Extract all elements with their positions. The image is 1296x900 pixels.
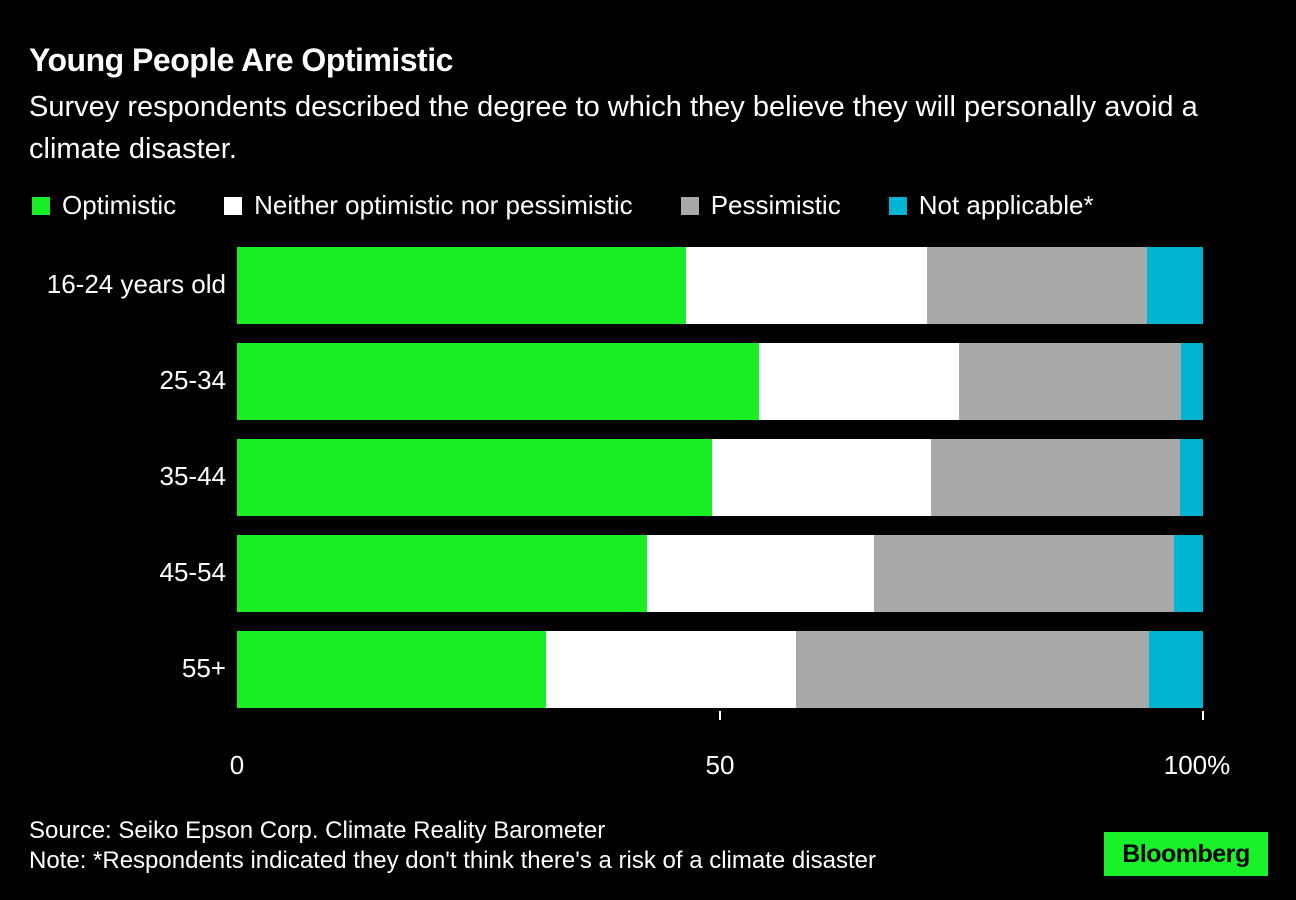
x-tick-label: 50	[705, 750, 735, 780]
category-label: 55+	[181, 653, 226, 683]
bloomberg-logo: Bloomberg	[1104, 832, 1268, 876]
bar-segment	[1174, 535, 1203, 612]
bar-segment	[1148, 631, 1203, 708]
footnote: Note: *Respondents indicated they don't …	[29, 847, 876, 874]
bar-segment	[1179, 439, 1203, 516]
bar-segment	[712, 439, 931, 516]
bar-segment	[237, 247, 687, 324]
bar-segment	[1180, 343, 1203, 420]
legend-label: Neither optimistic nor pessimistic	[254, 190, 633, 220]
legend-label: Optimistic	[62, 190, 177, 220]
legend-item: Not applicable*	[888, 190, 1094, 221]
x-tick-label: 100%	[1163, 750, 1231, 780]
legend-swatch	[32, 196, 50, 215]
footer: Source: Seiko Epson Corp. Climate Realit…	[29, 816, 876, 876]
category-label: 45-54	[159, 557, 227, 587]
category-label: 35-44	[159, 461, 227, 491]
bar-segment	[758, 343, 959, 420]
bar-segment	[1146, 247, 1203, 324]
category-label: 25-34	[159, 365, 227, 395]
legend: Optimistic Neither optimistic nor pessimi…	[32, 190, 1142, 221]
x-tick	[1202, 711, 1204, 720]
x-tick-label: 0	[229, 750, 245, 780]
bar-segment	[237, 535, 647, 612]
bar-segment	[546, 631, 797, 708]
bar-segment	[930, 439, 1180, 516]
bar-segment	[237, 631, 547, 708]
bar-segment	[237, 439, 713, 516]
legend-item: Neither optimistic nor pessimistic	[224, 190, 633, 221]
legend-swatch	[680, 196, 699, 215]
category-label: 16-24 years old	[46, 269, 226, 299]
bar-segment	[686, 247, 927, 324]
chart-title: Young People Are Optimistic	[29, 42, 453, 78]
legend-item: Optimistic	[32, 190, 176, 221]
bar-segment	[646, 535, 874, 612]
x-tick	[719, 711, 721, 720]
bar-segment	[926, 247, 1147, 324]
bar-segment	[873, 535, 1175, 612]
legend-swatch	[224, 196, 243, 215]
legend-item: Pessimistic	[680, 190, 841, 221]
legend-label: Not applicable*	[918, 190, 1094, 220]
legend-swatch	[888, 196, 907, 215]
bar-segment	[796, 631, 1149, 708]
bar-segment	[958, 343, 1181, 420]
legend-label: Pessimistic	[710, 190, 841, 220]
bar-segment	[237, 343, 759, 420]
chart-subtitle: Survey respondents described the degree …	[29, 91, 1198, 165]
source-note: Source: Seiko Epson Corp. Climate Realit…	[29, 817, 606, 844]
